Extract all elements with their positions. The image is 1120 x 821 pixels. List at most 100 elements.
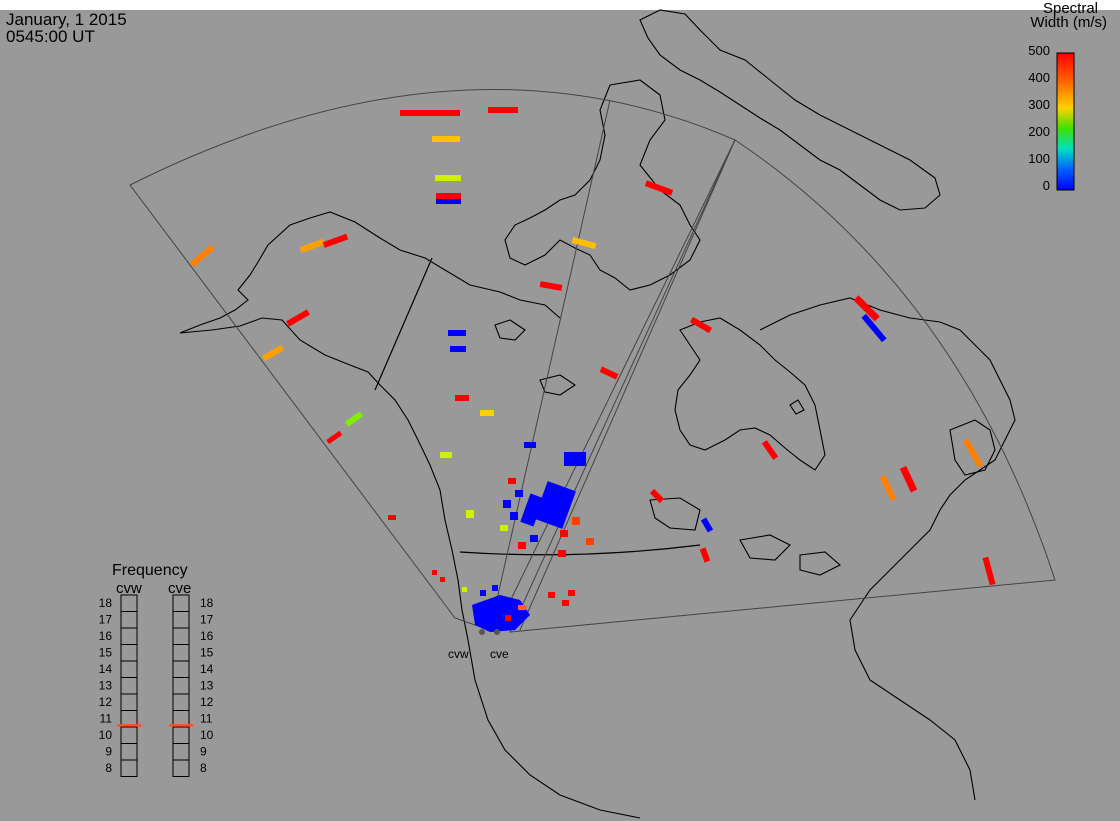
colorbar-tick-label: 400 [1028, 70, 1050, 85]
frequency-scale-label: 8 [200, 761, 207, 775]
echo [435, 175, 461, 181]
frequency-scale-label: 15 [200, 646, 214, 660]
frequency-scale-label: 11 [100, 712, 113, 726]
echo [571, 236, 597, 250]
echo [480, 410, 494, 416]
echo [515, 490, 523, 497]
frequency-scale-label: 16 [99, 629, 113, 643]
echo [440, 452, 452, 458]
frequency-scale-label: 12 [200, 695, 214, 709]
frequency-scale-label: 15 [99, 646, 113, 660]
echo [982, 556, 996, 586]
echo [518, 542, 526, 549]
echo [466, 510, 474, 518]
radar-site-marker [479, 629, 485, 635]
echo [568, 590, 575, 596]
echo [322, 233, 349, 248]
colorbar-tick-label: 200 [1028, 124, 1050, 139]
frequency-scale-label: 17 [99, 613, 113, 627]
echo [649, 488, 665, 504]
echo [534, 481, 576, 529]
echo [558, 550, 566, 557]
echo [644, 180, 674, 196]
colorbar-title-line2: Width (m/s) [1030, 14, 1107, 31]
radar-site-marker [494, 629, 500, 635]
coastlines [179, 9, 1016, 819]
frequency-scale-label: 9 [200, 745, 207, 759]
map-background [0, 10, 1120, 821]
echo [488, 107, 518, 113]
echo [518, 605, 526, 610]
echo [520, 493, 544, 527]
echo [450, 346, 466, 352]
echo [899, 465, 918, 493]
colorbar-gradient [1056, 52, 1075, 191]
date-label: January, 1 2015 [6, 10, 127, 29]
echo [505, 615, 511, 621]
frequency-scale-label: 18 [200, 596, 214, 610]
echo-cluster [472, 595, 530, 632]
frequency-panel: Frequency cvw cve 18 17 16 15 14 13 12 11 10 9 8 18… [99, 562, 214, 777]
echo [510, 512, 518, 520]
time-label: 0545:00 UT [6, 27, 95, 46]
frequency-scale-label: 8 [105, 761, 112, 775]
frequency-scale-label: 13 [200, 679, 214, 693]
frequency-scale-label: 14 [99, 662, 113, 676]
echo [261, 344, 285, 362]
echo [462, 587, 467, 592]
echo [599, 366, 619, 380]
frequency-scale-label: 11 [200, 712, 213, 726]
frequency-scale-label: 12 [99, 695, 113, 709]
echo [539, 281, 563, 291]
frequency-scale-label: 13 [99, 679, 113, 693]
echo [448, 330, 466, 336]
frequency-column [120, 594, 138, 777]
frequency-title: Frequency [112, 562, 188, 579]
echo [562, 600, 569, 606]
echo [853, 295, 880, 322]
frequency-scale-label: 9 [105, 745, 112, 759]
echo [530, 535, 538, 542]
frequency-scale-label: 18 [99, 596, 113, 610]
echo [189, 244, 215, 268]
echo [492, 585, 498, 591]
frequency-radar-right: cve [168, 580, 191, 597]
echo [432, 570, 437, 575]
echo [572, 517, 580, 525]
frequency-scale-label: 16 [200, 629, 214, 643]
echo [861, 313, 887, 343]
frequency-column [172, 594, 190, 777]
echo [879, 474, 897, 502]
echo [388, 515, 396, 520]
colorbar-title-line1: Spectral [1043, 0, 1098, 17]
frequency-scale-label: 10 [200, 728, 214, 742]
radar-label-cve: cve [490, 647, 509, 661]
echo [500, 525, 508, 531]
echo [508, 478, 516, 484]
radar-fov [129, 88, 1056, 633]
echo [700, 517, 714, 533]
echo [400, 110, 460, 116]
colorbar-tick-label: 0 [1043, 178, 1050, 193]
echo [286, 309, 310, 327]
frequency-scale-label: 17 [200, 613, 214, 627]
echo [436, 193, 461, 199]
frequency-scale-label: 14 [200, 662, 214, 676]
political-borders [374, 257, 701, 556]
radar-label-cvw: cvw [448, 647, 469, 661]
echo [699, 547, 711, 563]
echo [564, 452, 586, 466]
echo [962, 438, 984, 468]
echo [436, 199, 461, 204]
echo [761, 440, 779, 460]
colorbar-tick-label: 300 [1028, 97, 1050, 112]
echo [480, 590, 486, 596]
echo [548, 592, 555, 598]
echo [524, 442, 536, 448]
colorbar-tick-label: 500 [1028, 43, 1050, 58]
radar-echoes [189, 107, 996, 632]
echo [455, 395, 469, 401]
echo [344, 411, 364, 427]
colorbar-tick-label: 100 [1028, 151, 1050, 166]
